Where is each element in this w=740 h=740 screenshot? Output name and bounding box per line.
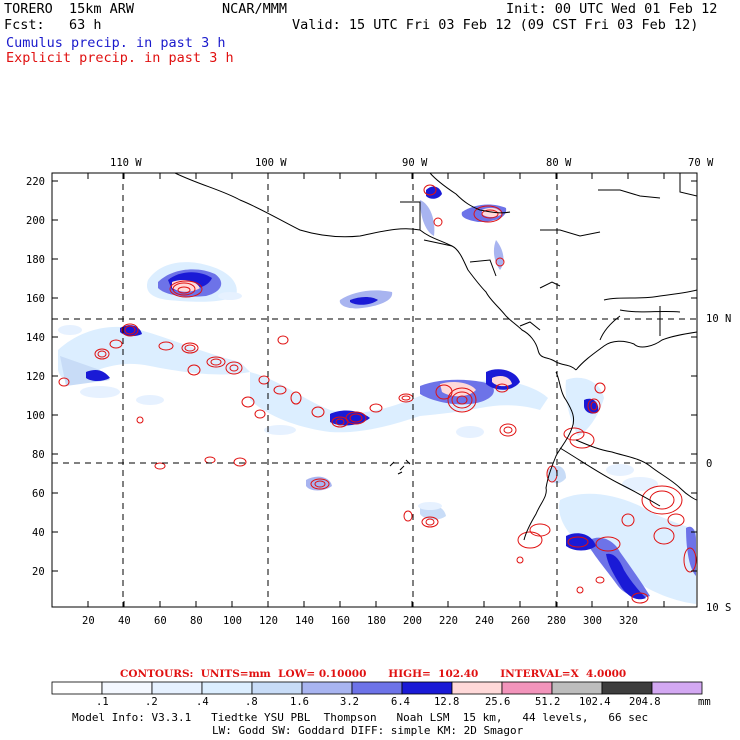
colorbar [51,681,703,695]
colorbar-label: .4 [196,696,209,708]
precip-field [52,173,697,607]
colorbar-swatch [351,681,403,695]
plot-frame [51,172,698,608]
precip-core-light [492,376,512,387]
x-tick-label: 60 [154,615,167,627]
coastlines [174,173,697,541]
y-tick-label: 180 [26,254,45,266]
colorbar-swatch [551,681,603,695]
colorbar-swatch [201,681,253,695]
colorbar-swatch [501,681,553,695]
x-tick-label: 220 [439,615,458,627]
precip-shade [420,200,435,236]
x-tick-label: 120 [259,615,278,627]
physics-info: LW: Godd SW: Goddard DIFF: simple KM: 2D… [212,724,524,737]
lon-label-70w: 70 W [688,157,714,169]
cumulus-precip-label: Cumulus precip. in past 3 h [6,35,226,51]
lon-label-80w: 80 W [546,157,572,169]
x-tick-label: 100 [223,615,242,627]
colorbar-swatch [401,681,453,695]
axis-ticks [52,173,697,607]
colorbar-label: .2 [145,696,158,708]
x-tick-label: 320 [619,615,638,627]
colorbar-swatch [301,681,353,695]
colorbar-label: 25.6 [485,696,511,708]
y-tick-label: 140 [26,332,45,344]
lon-label-90w: 90 W [402,157,428,169]
valid-time: Valid: 15 UTC Fri 03 Feb 12 (09 CST Fri … [292,17,699,33]
precip-core [606,553,646,600]
y-tick-label: 100 [26,410,45,422]
y-tick-label: 160 [26,293,45,305]
colorbar-swatch [251,681,303,695]
x-tick-label: 140 [295,615,314,627]
precip-shade-band-west [58,326,250,381]
colorbar-label: 6.4 [391,696,410,708]
x-tick-label: 260 [511,615,530,627]
precip-core [86,370,110,381]
colorbar-label: 51.2 [535,696,561,708]
y-tick-label: 120 [26,371,45,383]
center-name: NCAR/MMM [222,1,288,17]
colorbar-label: .8 [245,696,258,708]
x-tick-label: 80 [190,615,203,627]
precip-shade-andes [559,493,696,604]
colorbar-label: 12.8 [434,696,460,708]
y-tick-label: 200 [26,215,45,227]
y-tick-label: 220 [26,176,45,188]
colorbar-label: 3.2 [340,696,359,708]
forecast-hour: Fcst: 63 h [4,17,102,33]
x-tick-label: 300 [583,615,602,627]
precip-core [350,297,378,305]
colorbar-swatch [101,681,153,695]
lon-label-110w: 110 W [110,157,142,169]
lon-label-100w: 100 W [255,157,287,169]
colorbar-swatch [151,681,203,695]
y-tick-label: 60 [32,488,45,500]
lat-label-0: 0 [706,458,713,470]
colorbar-label: 1.6 [290,696,309,708]
x-tick-label: 20 [82,615,95,627]
colorbar-swatch [601,681,653,695]
precip-shade-scattered [58,292,658,510]
colorbar-swatch [51,681,103,695]
contour-info: CONTOURS: UNITS=mm LOW= 0.10000 HIGH= 10… [120,668,627,680]
colorbar-label: 204.8 [629,696,661,708]
x-tick-label: 40 [118,615,131,627]
precip-core [426,186,442,199]
y-tick-label: 40 [32,527,45,539]
lat-label-10s: 10 S [706,602,732,614]
model-name: TORERO 15km ARW [4,1,135,17]
x-tick-label: 180 [367,615,386,627]
colorbar-swatch [651,681,703,695]
precip-shade [686,526,696,576]
colorbar-units: mm [698,696,711,708]
explicit-precip-contours [58,184,697,604]
x-tick-label: 200 [403,615,422,627]
graticule [52,173,697,607]
precip-core-light [172,280,200,292]
colorbar-label: 102.4 [579,696,611,708]
x-tick-label: 160 [331,615,350,627]
y-tick-label: 20 [32,566,45,578]
colorbar-swatch [451,681,503,695]
x-tick-label: 240 [475,615,494,627]
y-tick-label: 80 [32,449,45,461]
explicit-precip-label: Explicit precip. in past 3 h [6,50,234,66]
model-info: Model Info: V3.3.1 Tiedtke YSU PBL Thomp… [72,711,649,724]
x-tick-label: 280 [547,615,566,627]
colorbar-label: .1 [96,696,109,708]
lat-label-10n: 10 N [706,313,732,325]
init-time: Init: 00 UTC Wed 01 Feb 12 [506,1,718,17]
